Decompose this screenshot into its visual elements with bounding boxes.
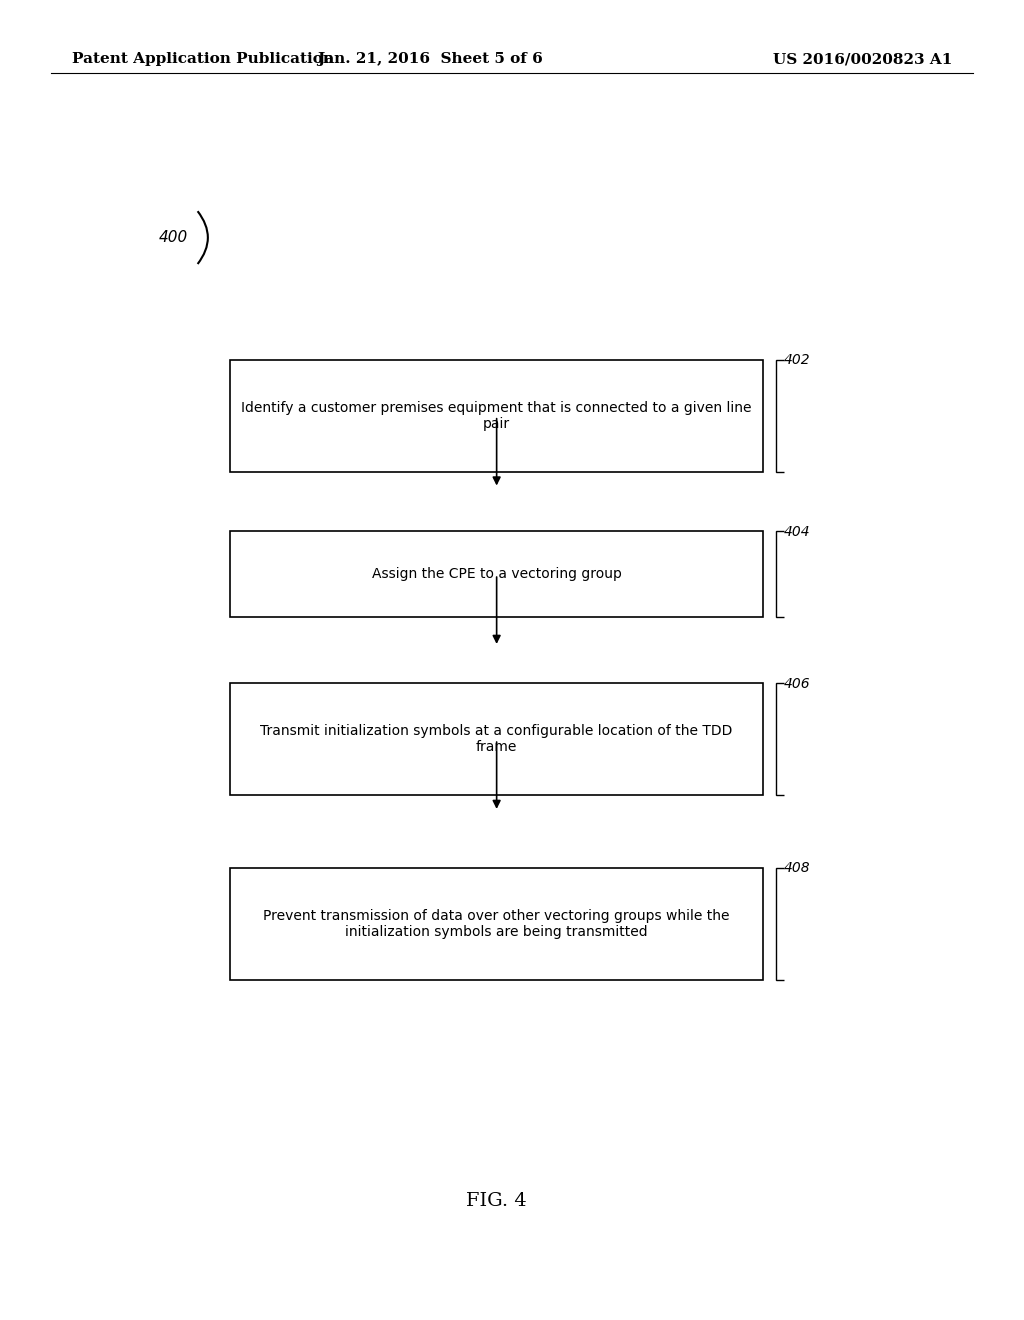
Text: US 2016/0020823 A1: US 2016/0020823 A1 (773, 53, 952, 66)
Text: 404: 404 (783, 525, 810, 539)
Text: FIG. 4: FIG. 4 (466, 1192, 527, 1210)
Text: Transmit initialization symbols at a configurable location of the TDD
frame: Transmit initialization symbols at a con… (260, 725, 733, 754)
FancyBboxPatch shape (230, 682, 763, 795)
Text: Patent Application Publication: Patent Application Publication (72, 53, 334, 66)
FancyBboxPatch shape (230, 869, 763, 979)
Text: Prevent transmission of data over other vectoring groups while the
initializatio: Prevent transmission of data over other … (263, 909, 730, 939)
FancyBboxPatch shape (230, 359, 763, 471)
Text: Identify a customer premises equipment that is connected to a given line
pair: Identify a customer premises equipment t… (242, 401, 752, 430)
Text: 402: 402 (783, 352, 810, 367)
Text: Jan. 21, 2016  Sheet 5 of 6: Jan. 21, 2016 Sheet 5 of 6 (317, 53, 543, 66)
Text: 406: 406 (783, 676, 810, 690)
Text: Assign the CPE to a vectoring group: Assign the CPE to a vectoring group (372, 568, 622, 581)
FancyBboxPatch shape (230, 532, 763, 618)
Text: 408: 408 (783, 862, 810, 875)
Text: 400: 400 (159, 230, 188, 246)
